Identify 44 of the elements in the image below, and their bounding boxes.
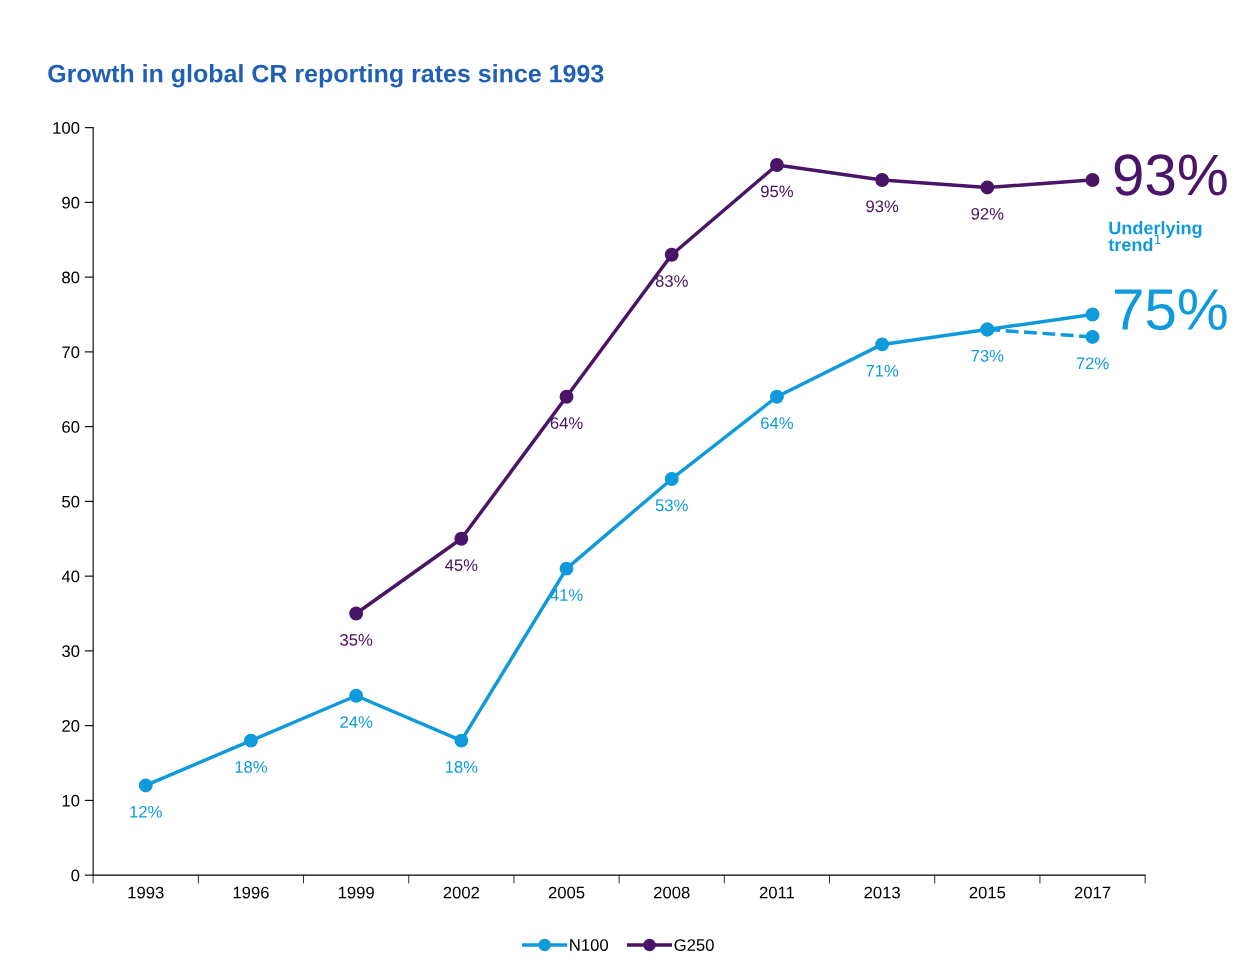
data-label: 12% — [130, 805, 162, 818]
x-tick-label: 2005 — [548, 886, 585, 899]
data-label: 41% — [550, 589, 583, 601]
data-label: 64% — [550, 417, 583, 429]
legend-label: N100 — [570, 939, 609, 951]
x-tick-label: 1999 — [338, 886, 374, 899]
x-tick-label: 2008 — [654, 886, 690, 899]
y-tick-label: 50 — [62, 495, 80, 508]
x-tick-label: 2011 — [759, 886, 795, 899]
data-label: 18% — [445, 761, 478, 773]
data-label: 92% — [971, 207, 1004, 220]
y-tick-label: 100 — [53, 122, 80, 134]
data-label: 93% — [1114, 154, 1227, 196]
annotation: Underlying trend$^{1}$ — [1108, 221, 1202, 252]
data-label: 72% — [1076, 357, 1109, 370]
legend-label: G250 — [674, 939, 714, 951]
data-label: 75% — [1114, 289, 1227, 331]
x-tick-label: 2017 — [1074, 886, 1111, 899]
x-tick-label: 2013 — [864, 886, 900, 899]
data-label: 64% — [761, 417, 794, 429]
chart-title: Growth in global CR reporting rates since 1993 — [48, 64, 604, 88]
y-tick-label: 60 — [62, 421, 80, 433]
y-tick-label: 0 — [71, 869, 80, 882]
y-tick-label: 70 — [62, 346, 80, 359]
data-label: 73% — [971, 349, 1004, 362]
data-label: 24% — [340, 716, 373, 728]
data-label: 93% — [866, 200, 899, 213]
data-label: 95% — [761, 185, 794, 198]
x-tick-label: 2002 — [443, 886, 480, 899]
data-label: 71% — [866, 364, 899, 377]
data-label: 35% — [340, 633, 373, 646]
x-tick-label: 2015 — [969, 886, 1006, 899]
data-label: 83% — [655, 275, 688, 287]
y-tick-label: 40 — [61, 570, 80, 583]
x-tick-label: 1993 — [128, 886, 164, 899]
y-tick-label: 80 — [62, 271, 80, 284]
y-tick-label: 30 — [62, 645, 80, 658]
y-tick-label: 90 — [62, 196, 80, 209]
y-tick-label: 20 — [62, 720, 80, 732]
data-label: 53% — [655, 499, 688, 512]
y-tick-label: 10 — [62, 794, 80, 807]
data-label: 45% — [445, 559, 478, 572]
x-tick-label: 1996 — [233, 886, 269, 899]
data-label: 18% — [235, 761, 268, 773]
